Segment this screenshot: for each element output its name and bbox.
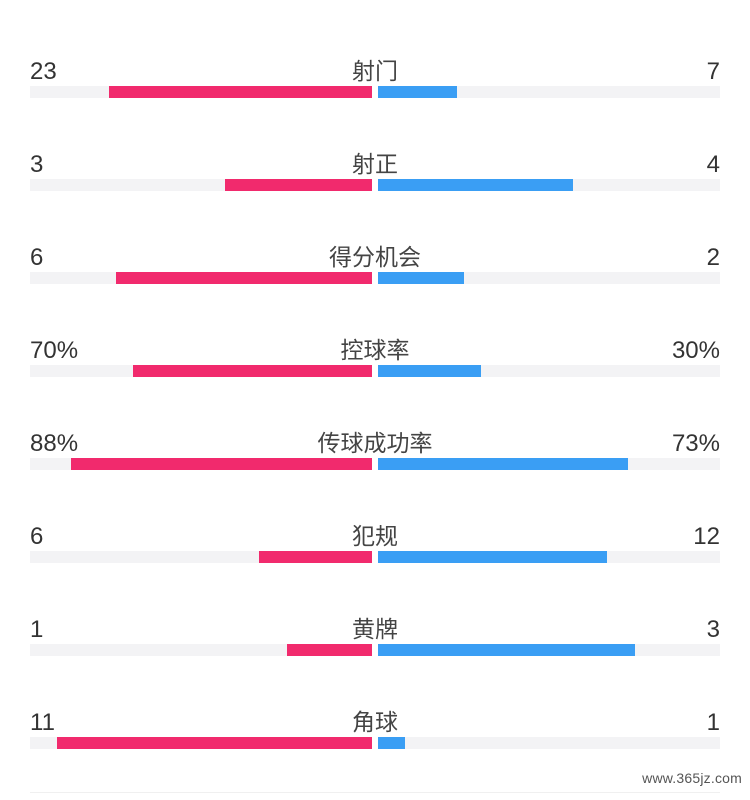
stat-label: 角球 — [352, 710, 398, 736]
left-bar — [132, 365, 372, 377]
right-track — [378, 644, 720, 656]
left-bar — [71, 458, 372, 470]
right-bar — [378, 737, 406, 749]
right-value: 30% — [671, 337, 720, 364]
right-value: 73% — [671, 430, 720, 457]
stat-row: 11 角球 1 — [0, 701, 750, 794]
stat-row: 6 得分机会 2 — [0, 236, 750, 329]
left-track — [30, 179, 372, 191]
right-bar — [378, 365, 481, 377]
right-track — [378, 365, 720, 377]
stat-label: 得分机会 — [329, 245, 421, 271]
right-track — [378, 86, 720, 98]
stat-row: 3 射正 4 — [0, 143, 750, 236]
right-value: 3 — [706, 616, 720, 643]
right-value: 7 — [706, 58, 720, 85]
stat-label: 犯规 — [352, 524, 398, 550]
left-value: 70% — [30, 337, 79, 364]
right-bar — [378, 272, 464, 284]
left-track — [30, 551, 372, 563]
right-track — [378, 551, 720, 563]
right-track — [378, 179, 720, 191]
left-track — [30, 86, 372, 98]
stat-label: 射正 — [352, 152, 398, 178]
stat-row: 70% 控球率 30% — [0, 329, 750, 422]
right-value: 1 — [706, 709, 720, 736]
stat-row: 23 射门 7 — [0, 50, 750, 143]
left-track — [30, 272, 372, 284]
right-track — [378, 737, 720, 749]
left-bar — [115, 272, 372, 284]
stat-row: 1 黄牌 3 — [0, 608, 750, 701]
right-bar — [378, 179, 573, 191]
stat-row: 88% 传球成功率 73% — [0, 422, 750, 515]
left-bar — [108, 86, 372, 98]
left-value: 11 — [30, 709, 55, 736]
right-bar — [378, 644, 635, 656]
right-bar — [378, 86, 457, 98]
right-track — [378, 458, 720, 470]
stat-label: 控球率 — [340, 338, 410, 364]
right-bar — [378, 551, 608, 563]
left-track — [30, 737, 372, 749]
right-value: 2 — [706, 244, 720, 271]
right-bar — [378, 458, 628, 470]
stat-row: 6 犯规 12 — [0, 515, 750, 608]
stat-label: 黄牌 — [352, 617, 398, 643]
left-value: 88% — [30, 430, 79, 457]
left-bar — [224, 179, 372, 191]
left-bar — [57, 737, 372, 749]
watermark-text: www.365jz.com — [642, 770, 742, 786]
right-value: 4 — [706, 151, 720, 178]
footer-divider — [30, 792, 720, 793]
left-value: 23 — [30, 58, 57, 85]
left-track — [30, 458, 372, 470]
left-track — [30, 644, 372, 656]
right-track — [378, 272, 720, 284]
left-track — [30, 365, 372, 377]
left-value: 6 — [30, 244, 44, 271]
left-value: 6 — [30, 523, 44, 550]
left-bar — [259, 551, 372, 563]
stat-label: 射门 — [352, 59, 398, 85]
left-value: 3 — [30, 151, 44, 178]
left-value: 1 — [30, 616, 44, 643]
stat-label: 传球成功率 — [317, 431, 433, 457]
right-value: 12 — [693, 523, 720, 550]
left-bar — [286, 644, 372, 656]
